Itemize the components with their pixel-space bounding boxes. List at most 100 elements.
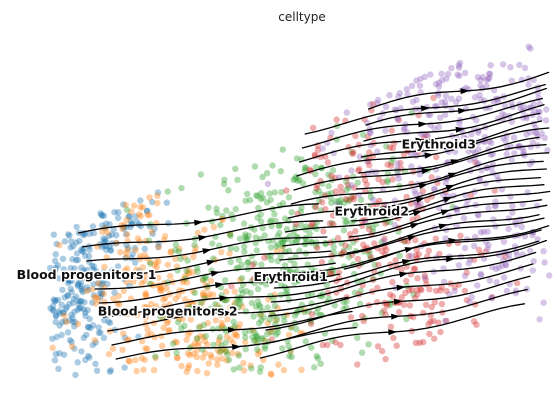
cell-point bbox=[97, 329, 104, 336]
cell-point bbox=[215, 325, 222, 332]
cell-point bbox=[233, 245, 240, 253]
cell-point bbox=[256, 320, 263, 327]
streamline-arrow bbox=[210, 270, 221, 277]
cell-point bbox=[387, 323, 395, 330]
cell-point bbox=[124, 231, 131, 238]
cell-point bbox=[89, 299, 96, 306]
cell-point bbox=[460, 215, 468, 222]
cell-point bbox=[254, 335, 261, 342]
cell-point bbox=[71, 323, 78, 330]
cell-point bbox=[374, 148, 381, 155]
cell-point bbox=[66, 336, 74, 344]
cell-point bbox=[249, 334, 256, 341]
cell-point bbox=[239, 290, 246, 297]
cell-point bbox=[375, 96, 382, 104]
cell-point bbox=[279, 239, 287, 246]
cell-point bbox=[198, 308, 206, 315]
cell-point bbox=[68, 311, 75, 318]
cell-point bbox=[121, 334, 129, 341]
cell-point bbox=[134, 235, 142, 242]
cell-point bbox=[322, 205, 329, 213]
cell-point bbox=[89, 286, 96, 293]
cell-point bbox=[509, 202, 516, 210]
cell-point bbox=[58, 331, 65, 339]
cell-point bbox=[232, 206, 239, 213]
cell-point bbox=[184, 331, 192, 338]
cell-point bbox=[348, 194, 355, 201]
streamline-arrow bbox=[396, 284, 406, 291]
cell-point bbox=[312, 189, 319, 196]
cell-point bbox=[309, 124, 317, 132]
cell-point bbox=[114, 270, 122, 277]
cell-point bbox=[225, 356, 233, 364]
cell-point bbox=[288, 239, 296, 246]
cell-point bbox=[129, 250, 136, 258]
cell-point bbox=[312, 204, 319, 211]
cell-point bbox=[445, 70, 452, 78]
cell-point bbox=[505, 225, 512, 233]
cell-point bbox=[85, 323, 92, 331]
cell-point bbox=[374, 284, 381, 291]
cell-point bbox=[73, 223, 80, 231]
cell-point bbox=[213, 307, 221, 314]
cell-point bbox=[64, 329, 72, 336]
cell-point bbox=[120, 201, 127, 208]
cell-point bbox=[105, 318, 112, 325]
cell-point bbox=[325, 182, 332, 190]
cell-point bbox=[256, 348, 263, 355]
cell-point bbox=[268, 256, 275, 264]
cell-point bbox=[87, 324, 94, 332]
cell-point bbox=[442, 98, 449, 106]
cell-point bbox=[200, 276, 207, 283]
cell-point bbox=[486, 74, 493, 82]
cell-point bbox=[319, 145, 326, 152]
cell-point bbox=[105, 232, 113, 240]
cell-point bbox=[93, 294, 100, 301]
cell-point bbox=[60, 309, 67, 316]
cell-point bbox=[492, 203, 499, 210]
cluster-labels: Blood progenitors 1 Blood progenitors 2 Er… bbox=[15, 135, 477, 320]
cell-point bbox=[454, 239, 462, 247]
cell-point bbox=[201, 295, 208, 302]
cell-point bbox=[125, 213, 132, 220]
cell-point bbox=[142, 291, 149, 298]
cell-point bbox=[308, 311, 315, 318]
cell-point bbox=[83, 331, 90, 339]
cell-point bbox=[97, 281, 105, 289]
cell-point bbox=[47, 274, 54, 281]
cell-point bbox=[254, 285, 262, 293]
cell-point bbox=[408, 286, 416, 293]
cell-point bbox=[228, 282, 235, 290]
cell-point bbox=[427, 71, 434, 78]
cell-point bbox=[413, 152, 420, 160]
cell-point bbox=[193, 353, 200, 361]
cell-point bbox=[90, 229, 98, 237]
cell-point bbox=[424, 132, 431, 139]
cell-point bbox=[423, 281, 430, 288]
cell-point bbox=[49, 302, 57, 310]
cell-point bbox=[318, 259, 326, 266]
cell-point bbox=[382, 127, 389, 134]
cell-point bbox=[383, 246, 390, 254]
cell-point bbox=[187, 316, 195, 323]
cell-point bbox=[100, 235, 107, 242]
cell-point bbox=[261, 337, 269, 344]
cell-point bbox=[245, 232, 252, 239]
cell-point bbox=[354, 255, 361, 263]
cell-point bbox=[221, 325, 228, 332]
cell-point bbox=[345, 184, 352, 191]
cell-point bbox=[106, 243, 113, 250]
cell-point bbox=[201, 226, 208, 233]
cell-point bbox=[259, 307, 266, 315]
cell-point bbox=[240, 220, 248, 227]
cell-point bbox=[95, 296, 102, 303]
cell-point bbox=[132, 213, 139, 220]
cell-point bbox=[60, 312, 68, 319]
cell-point bbox=[73, 293, 80, 300]
cell-point bbox=[237, 295, 244, 302]
cell-point bbox=[308, 291, 316, 298]
cell-point bbox=[64, 292, 72, 299]
cell-point bbox=[387, 162, 395, 169]
cell-point bbox=[191, 307, 199, 314]
cell-point bbox=[259, 173, 266, 181]
